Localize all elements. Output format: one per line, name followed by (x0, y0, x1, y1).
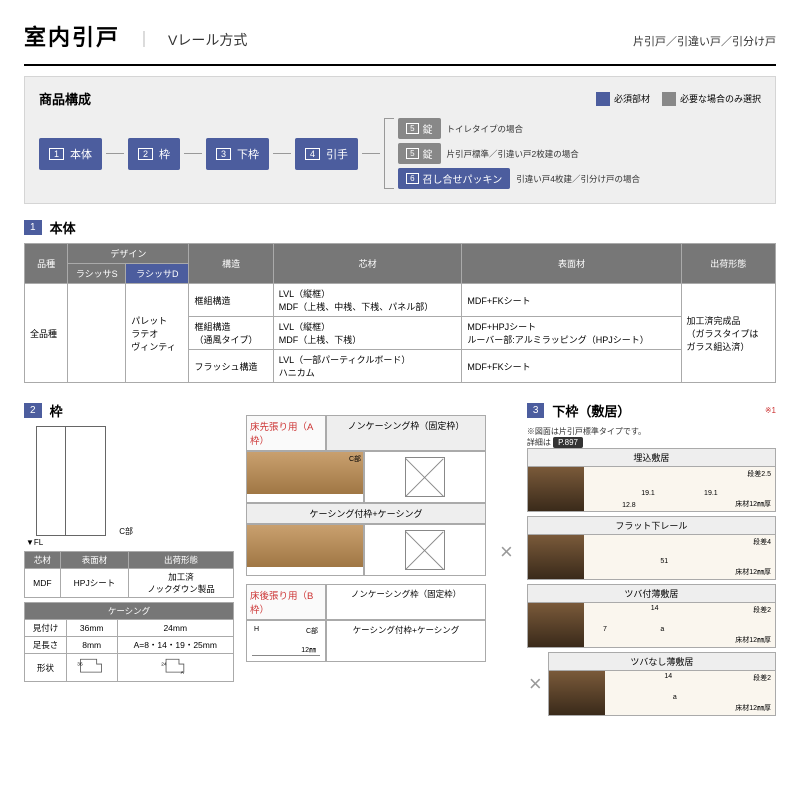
casing-table: ケーシング 見付け36mm24mm 足長さ8mmA=8・14・19・25mm 形… (24, 602, 234, 682)
td-kozo-0: 框組構造 (189, 284, 273, 317)
td-shin-2: LVL（一部パーティクルボード） ハニカム (273, 350, 462, 383)
header-rule (24, 64, 776, 66)
branch-note-1: トイレタイプの場合 (447, 123, 524, 135)
section-a1 (364, 451, 486, 503)
flow-step-4: 4引手 (295, 138, 358, 170)
th-hinshu: 品種 (25, 244, 68, 284)
section-2-header: 2 枠 (24, 401, 234, 420)
noncasing-header-b: ノンケーシング枠（固定枠） (326, 584, 486, 620)
th-lasissa-d: ラシッサD (126, 264, 189, 284)
rail-item-2: ツバ付薄敷居 14段差27a床材12㎜厚 (527, 584, 776, 648)
td-hyo-2: MDF+FKシート (462, 350, 681, 383)
rail-item-3: ツバなし薄敷居 14段差2a床材12㎜厚 (548, 652, 776, 716)
branch-lock-2: 5錠 (398, 143, 440, 164)
section-2-label: 枠 (50, 401, 63, 420)
td-shin-0: LVL（縦框） MDF（上桟、中桟、下桟、パネル部） (273, 284, 462, 317)
flow-step-1: 1本体 (39, 138, 102, 170)
flow-diagram: 1本体 2枠 3下枠 4引手 5錠トイレタイプの場合 5錠片引戸標準／引違い戸2… (39, 118, 761, 189)
composition-title: 商品構成 (39, 89, 91, 108)
combination-x-icon-2: × (527, 671, 544, 697)
td-kozo-2: フラッシュ構造 (189, 350, 273, 383)
section-1-header: 1 本体 (24, 218, 776, 237)
section-3-num: 3 (527, 403, 545, 418)
rail-item-0: 埋込敷居 段差2.519.112.819.1床材12㎜厚 (527, 448, 776, 512)
section-2-num: 2 (24, 403, 42, 418)
th-lasissa-s: ラシッサS (68, 264, 126, 284)
casing-shape-2: 24A (117, 654, 233, 682)
page-subtitle: Vレール方式 (168, 30, 247, 50)
flow-step-2: 2枠 (128, 138, 180, 170)
door-types: 片引戸／引違い戸／引分け戸 (633, 33, 776, 49)
section-3-label: 下枠（敷居） (552, 401, 630, 420)
casing-header-a: ケーシング付枠+ケーシング (246, 503, 486, 524)
rail-item-1: フラット下レール 段差451床材12㎜厚 (527, 516, 776, 580)
fl-mark: ▼FL (26, 538, 234, 547)
c-part-label: C部 (119, 526, 133, 537)
td-ls-empty (68, 284, 126, 383)
td-kozo-1: 框組構造 （通風タイプ） (189, 317, 273, 350)
frame-options-column: 床先張り用（A枠） ノンケーシング枠（固定枠） C部 ケーシング付枠+ケーシング… (246, 387, 486, 716)
th-kozo: 構造 (189, 244, 273, 284)
divider: ｜ (136, 26, 152, 50)
legend-optional-icon (662, 92, 676, 106)
section-1-label: 本体 (50, 218, 76, 237)
b-sketch: H C部 12㎜ (246, 620, 326, 662)
page-title: 室内引戸 (24, 20, 120, 52)
noncasing-header: ノンケーシング枠（固定枠） (326, 415, 486, 451)
page-header: 室内引戸 ｜ Vレール方式 片引戸／引違い戸／引分け戸 (24, 20, 776, 62)
note-text: ※図面は片引戸標準タイプです。詳細は P.897 (527, 426, 776, 448)
branch-note-2: 片引戸標準／引違い戸2枚建の場合 (447, 148, 579, 160)
td-designs: パレット ラテオ ヴィンティ (126, 284, 189, 383)
flow-step-3: 3下枠 (206, 138, 269, 170)
legend: 必須部材 必要な場合のみ選択 (596, 92, 761, 106)
td-zenhin: 全品種 (25, 284, 68, 383)
frame-elevation-sketch: C部 (36, 426, 106, 536)
combination-x-icon: × (498, 539, 515, 565)
td-shukka: 加工済完成品 （ガラスタイプは ガラス組込済） (681, 284, 775, 383)
section-1-num: 1 (24, 220, 42, 235)
frame-material-table: 芯材表面材出荷形態 MDFHPJシート加工済 ノックダウン製品 (24, 551, 234, 598)
th-shinzai: 芯材 (273, 244, 462, 284)
page-ref-tag: P.897 (553, 437, 583, 448)
a-frame-label: 床先張り用（A枠） (246, 415, 326, 451)
casing-header-b: ケーシング付枠+ケーシング (326, 620, 486, 662)
b-frame-label: 床後張り用（B枠） (246, 584, 326, 620)
branch-packing: 6召し合せパッキン (398, 168, 510, 189)
legend-optional-label: 必要な場合のみ選択 (680, 92, 761, 105)
casing-shape-1: 36 (66, 654, 117, 682)
td-hyo-0: MDF+FKシート (462, 284, 681, 317)
svg-text:36: 36 (77, 662, 83, 668)
spec-table-body: 品種 デザイン 構造 芯材 表面材 出荷形態 ラシッサS ラシッサD 全品種 パ… (24, 243, 776, 383)
door-photo-a2 (246, 524, 364, 576)
section-3-header: 3 下枠（敷居） ※1 (527, 401, 776, 420)
th-design: デザイン (68, 244, 189, 264)
door-photo-a1: C部 (246, 451, 364, 503)
branch-lock-1: 5錠 (398, 118, 440, 139)
composition-panel: 商品構成 必須部材 必要な場合のみ選択 1本体 2枠 3下枠 4引手 5錠トイレ… (24, 76, 776, 204)
td-hyo-1: MDF+HPJシート ルーバー部:アルミラッピング（HPJシート） (462, 317, 681, 350)
legend-required-label: 必須部材 (614, 92, 650, 105)
section-a2 (364, 524, 486, 576)
branch-note-3: 引違い戸4枚建／引分け戸の場合 (516, 173, 640, 185)
th-shukka: 出荷形態 (681, 244, 775, 284)
td-shin-1: LVL（縦框） MDF（上桟、下桟） (273, 317, 462, 350)
svg-text:24: 24 (161, 662, 167, 668)
legend-required-icon (596, 92, 610, 106)
note-ref: ※1 (765, 406, 776, 415)
th-hyomen: 表面材 (462, 244, 681, 284)
